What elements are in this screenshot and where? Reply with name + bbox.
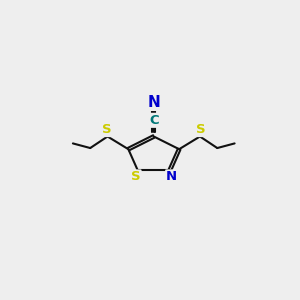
Text: N: N xyxy=(166,170,177,183)
Text: C: C xyxy=(149,114,159,127)
Text: S: S xyxy=(102,123,111,136)
Text: S: S xyxy=(131,170,140,183)
Text: S: S xyxy=(196,123,206,136)
Text: N: N xyxy=(147,95,160,110)
